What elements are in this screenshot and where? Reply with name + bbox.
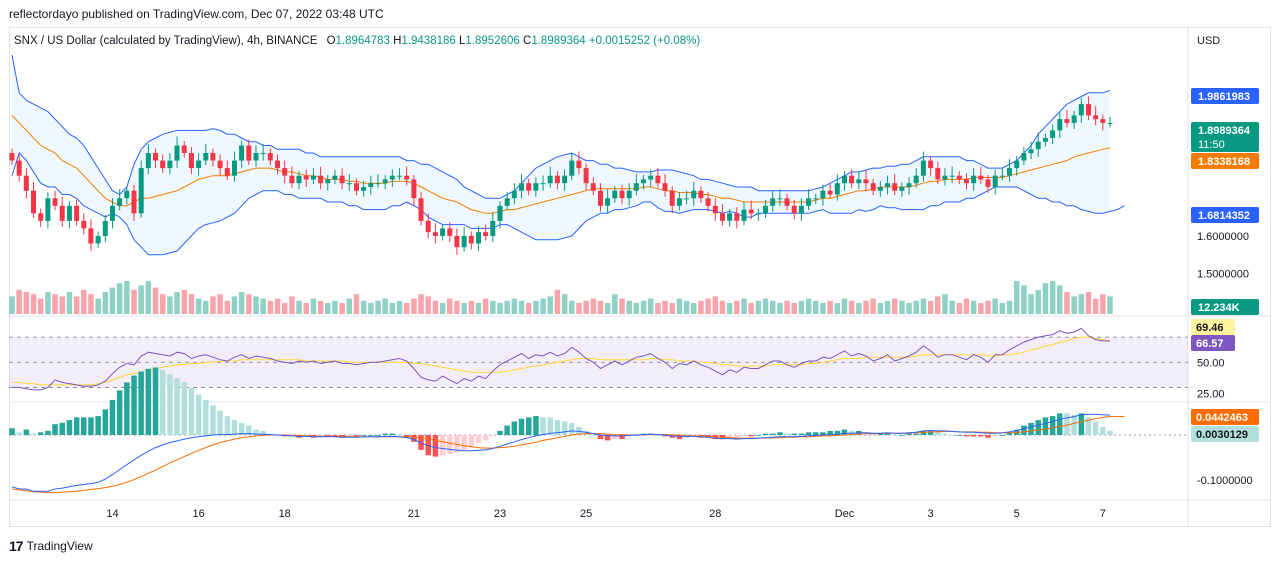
- symbol-legend: SNX / US Dollar (calculated by TradingVi…: [14, 35, 700, 47]
- publish-caption: reflectordayo published on TradingView.c…: [9, 7, 384, 21]
- change-value: +0.0015252 (+0.08%): [588, 35, 701, 47]
- tradingview-logo-icon: 17: [9, 538, 24, 554]
- close-value: 1.8989364: [531, 35, 586, 47]
- tradingview-footer: 17 TradingView: [9, 538, 93, 554]
- chart-frame[interactable]: [9, 27, 1271, 527]
- high-value: 1.9438186: [401, 35, 456, 47]
- low-value: 1.8952606: [465, 35, 520, 47]
- symbol-title: SNX / US Dollar (calculated by TradingVi…: [14, 35, 318, 47]
- brand-name: TradingView: [26, 539, 93, 553]
- low-label: L: [459, 35, 466, 47]
- open-label: O: [326, 35, 336, 47]
- high-label: H: [393, 35, 402, 47]
- close-label: C: [523, 35, 532, 47]
- open-value: 1.8964783: [335, 35, 390, 47]
